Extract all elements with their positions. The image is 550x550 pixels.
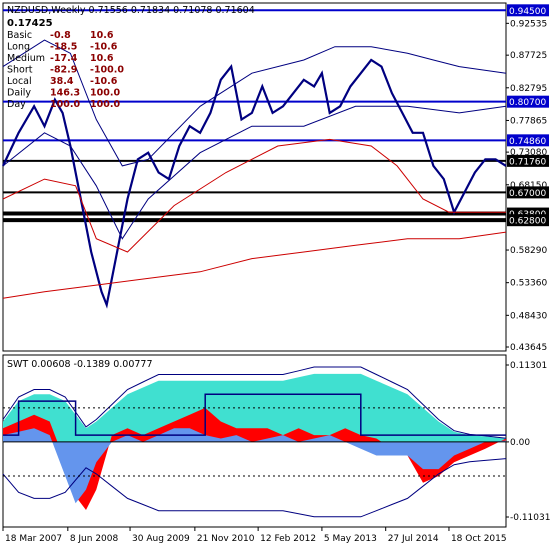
main-panel-frame — [2, 2, 507, 352]
price-line-2 — [2, 105, 507, 240]
table-row-value-b: -100.0 — [90, 65, 124, 76]
price-line-3 — [2, 138, 506, 253]
level-label: 0.62800 — [509, 217, 546, 227]
table-row-value-a: -18.5 — [50, 42, 77, 53]
x-tick-label: 5 May 2013 — [324, 534, 377, 544]
level-label-bg — [507, 4, 549, 17]
table-row-value-a: 38.4 — [50, 76, 74, 87]
table-row-value-a: -82.9 — [50, 65, 77, 76]
y-tick-label: 0.58290 — [510, 246, 547, 256]
current-value: 0.17425 — [7, 18, 53, 29]
level-label: 0.71760 — [509, 157, 546, 167]
price-line-4 — [2, 231, 507, 299]
x-tick-label: 12 Feb 2012 — [260, 534, 316, 544]
table-row-value-b: 100.0 — [90, 99, 120, 110]
table-row-name: Medium — [7, 53, 45, 64]
level-labels: 0.945000.807000.748600.717600.670000.638… — [507, 4, 549, 227]
y-tick-label: 0.53360 — [510, 279, 547, 289]
table-row-value-a: -0.8 — [50, 30, 71, 41]
level-label: 0.67000 — [509, 189, 546, 199]
level-label-bg — [507, 214, 549, 227]
table-row-value-a: 100.0 — [50, 99, 80, 110]
table-row-name: Daily — [7, 88, 31, 99]
level-label-bg — [507, 134, 549, 147]
x-tick-label: 18 Oct 2015 — [451, 534, 507, 544]
price-line-0 — [2, 58, 507, 309]
indicator-area-1 — [3, 407, 506, 510]
level-label-bg — [507, 95, 549, 108]
price-series — [2, 39, 507, 309]
x-tick-label: 18 Mar 2007 — [5, 534, 62, 544]
table-row-value-a: -17.4 — [50, 53, 78, 64]
ind-y-tick-label: -0.11031 — [510, 513, 550, 523]
level-label-bg — [507, 186, 549, 199]
level-label-bg — [507, 154, 549, 167]
table-row-value-a: 146.3 — [50, 88, 80, 99]
level-label: 0.80700 — [509, 98, 546, 108]
level-label: 0.94500 — [509, 7, 546, 17]
swt-title: SWT 0.00608 -0.1389 0.00777 — [7, 359, 153, 370]
x-tick-label: 8 Jun 2008 — [70, 534, 119, 544]
level-label: 0.74860 — [509, 137, 546, 147]
symbol-header: NZDUSD,Weekly 0.71556 0.71834 0.71078 0.… — [7, 5, 255, 16]
indicator-envelope-top — [2, 366, 507, 439]
x-tick-label: 30 Aug 2009 — [132, 534, 190, 544]
price-line-1 — [2, 39, 507, 167]
indicator-signal-line — [3, 393, 506, 436]
y-tick-label: 0.87725 — [510, 51, 547, 61]
x-tick-label: 27 Jul 2014 — [388, 534, 439, 544]
table-row-name: Long — [7, 42, 30, 53]
indicator-envelope-bottom — [2, 458, 507, 518]
ind-y-tick-label: 0.00 — [510, 438, 530, 448]
table-row-value-b: 100.0 — [90, 88, 120, 99]
y-tick-label: 0.43645 — [510, 343, 547, 353]
x-tick-label: 21 Nov 2010 — [197, 534, 255, 544]
indicator-table: Basic -0.8 10.6 Long -18.5 -10.6 Medium -17.4 10… — [7, 30, 124, 110]
table-row-name: Local — [7, 76, 32, 87]
table-row-name: Basic — [7, 30, 32, 41]
y-tick-label: 0.77865 — [510, 116, 547, 126]
y-tick-label: 0.92535 — [510, 19, 547, 29]
ind-y-tick-label: 0.11301 — [510, 361, 547, 371]
table-row-value-b: -10.6 — [90, 76, 118, 87]
x-axis-labels: 18 Mar 2007 8 Jun 2008 30 Aug 2009 21 Nov 2… — [2, 527, 507, 544]
table-row-name: Day — [7, 99, 26, 110]
table-row-value-b: 10.6 — [90, 53, 114, 64]
y-tick-label: 0.73080 — [510, 148, 547, 158]
table-row-name: Short — [7, 65, 33, 76]
indicator-area-2 — [3, 428, 506, 504]
y-tick-label: 0.48430 — [510, 311, 547, 321]
y-axis-labels: 0.92535 0.87725 0.82795 0.77865 0.73080 0.681… — [506, 19, 550, 523]
table-row-value-b: -10.6 — [90, 42, 118, 53]
y-tick-label: 0.68150 — [510, 181, 547, 191]
indicator-series — [2, 366, 507, 518]
y-tick-label: 0.82795 — [510, 84, 547, 94]
table-row-value-b: 10.6 — [90, 30, 114, 41]
